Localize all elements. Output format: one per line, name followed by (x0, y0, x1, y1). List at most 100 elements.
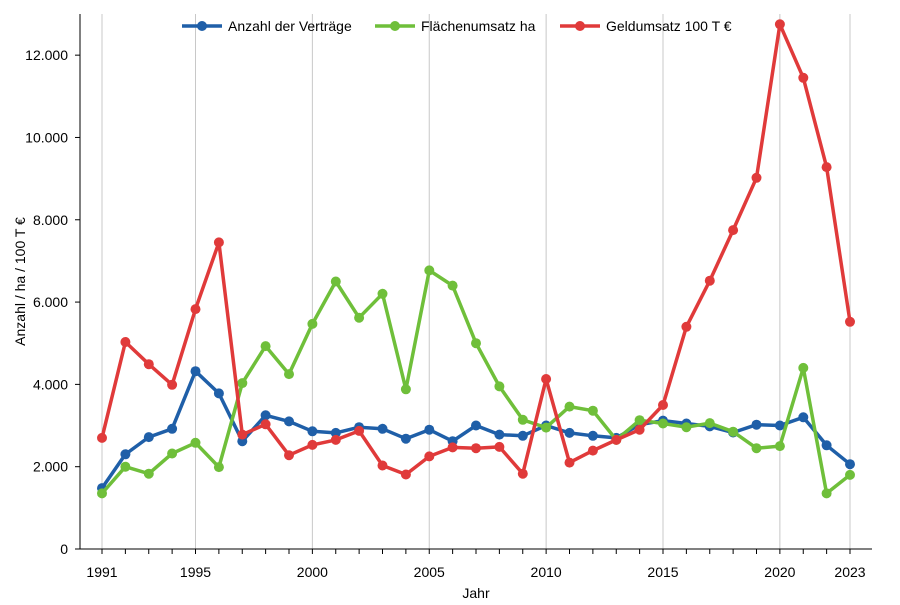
data-point (307, 426, 318, 437)
y-tick-label: 2.000 (33, 459, 68, 475)
data-point (400, 469, 411, 480)
data-point (798, 412, 809, 423)
data-point (120, 461, 131, 472)
data-point (424, 424, 435, 435)
series-line (100, 268, 852, 496)
y-tick-label: 8.000 (33, 212, 68, 228)
x-axis-title: Jahr (462, 585, 490, 601)
data-point (541, 422, 552, 433)
data-point (634, 415, 645, 426)
data-point (517, 430, 528, 441)
data-point (260, 341, 271, 352)
series-line (100, 22, 852, 477)
legend-label: Flächenumsatz ha (421, 18, 536, 34)
data-point (587, 445, 598, 456)
legend-item: Flächenumsatz ha (375, 18, 536, 34)
legend-label: Anzahl der Verträge (228, 18, 352, 34)
data-point (167, 448, 178, 459)
data-point (798, 362, 809, 373)
data-point (798, 72, 809, 83)
data-point (447, 442, 458, 453)
data-point (751, 419, 762, 430)
data-point (377, 288, 388, 299)
data-point (190, 437, 201, 448)
data-point (120, 337, 131, 347)
data-point (587, 430, 598, 441)
x-tick-label: 2005 (414, 564, 445, 580)
data-point (611, 434, 622, 445)
data-point (821, 488, 832, 499)
data-point (564, 457, 575, 468)
data-point (143, 359, 154, 370)
data-point (517, 468, 528, 479)
data-point (284, 416, 294, 427)
data-point (587, 405, 598, 416)
data-point (658, 418, 668, 429)
legend: Anzahl der Verträge Flächenumsatz ha Geldu… (182, 18, 732, 34)
y-tick-label: 12.000 (25, 47, 68, 63)
data-point (704, 418, 715, 429)
y-tick-label: 4.000 (33, 376, 68, 392)
data-point (471, 338, 481, 349)
series-1 (97, 265, 855, 499)
x-tick-label: 2020 (764, 564, 795, 580)
x-tick-label: 2023 (834, 564, 865, 580)
data-point (167, 379, 178, 390)
x-tick-label: 1995 (180, 564, 211, 580)
y-tick-label: 10.000 (25, 129, 68, 145)
data-point (845, 316, 855, 327)
data-point (213, 388, 224, 399)
data-point (377, 460, 388, 471)
data-point (190, 366, 201, 377)
legend-item: Anzahl der Verträge (182, 18, 352, 34)
data-point (120, 449, 131, 460)
y-tick-label: 6.000 (33, 294, 68, 310)
data-point (681, 422, 692, 433)
legend-swatch-marker (197, 21, 207, 31)
data-point (213, 237, 224, 248)
data-point (774, 420, 785, 431)
data-point (845, 469, 855, 480)
data-point (400, 384, 411, 395)
data-point (447, 280, 458, 291)
y-axis-title: Anzahl / ha / 100 T € (12, 217, 28, 346)
data-point (751, 172, 762, 183)
data-point (541, 374, 552, 384)
data-point (564, 427, 575, 438)
data-point (330, 427, 341, 438)
data-point (728, 426, 739, 437)
series-2 (97, 19, 855, 480)
data-point (143, 432, 154, 443)
data-point (634, 424, 645, 435)
data-point (681, 321, 692, 332)
data-point (728, 225, 739, 236)
data-point (471, 420, 481, 431)
data-point (400, 433, 411, 444)
data-point (821, 440, 832, 451)
data-point (330, 434, 341, 445)
x-tick-label: 2015 (647, 564, 678, 580)
data-point (494, 381, 505, 392)
data-point (424, 265, 435, 276)
data-point (774, 19, 785, 30)
data-point (190, 304, 201, 315)
data-point (167, 423, 178, 434)
data-point (260, 419, 271, 430)
data-point (564, 401, 575, 412)
data-point (704, 275, 715, 286)
data-point (517, 414, 528, 425)
series-lines (97, 19, 855, 499)
data-point (307, 439, 318, 450)
data-point (284, 450, 294, 461)
data-point (97, 432, 107, 443)
data-point (97, 488, 107, 499)
axes: 0 2.000 4.000 6.000 8.000 10.000 12.000 1991 199… (25, 14, 872, 580)
data-point (284, 369, 294, 380)
data-point (774, 441, 785, 452)
data-point (237, 429, 248, 440)
data-point (307, 318, 318, 329)
y-tick-label: 0 (60, 541, 68, 557)
legend-swatch-marker (575, 21, 585, 31)
data-point (143, 468, 154, 479)
